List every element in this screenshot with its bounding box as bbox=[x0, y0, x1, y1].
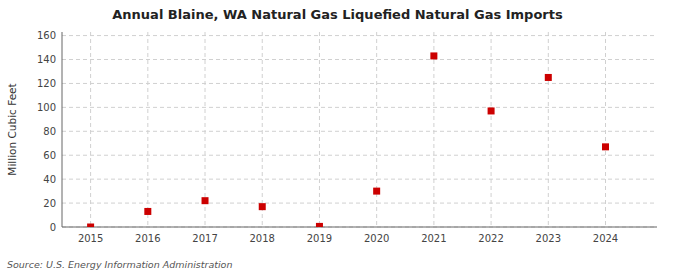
y-grid-line bbox=[62, 107, 657, 108]
x-grid-line bbox=[491, 32, 492, 227]
x-tick-label: 2021 bbox=[421, 233, 446, 244]
x-tick-label: 2018 bbox=[250, 233, 275, 244]
y-tick-label: 120 bbox=[37, 78, 56, 89]
points bbox=[87, 52, 609, 227]
y-tick-label: 160 bbox=[37, 30, 56, 41]
point bbox=[316, 223, 323, 227]
x-grid-line bbox=[262, 32, 263, 227]
point bbox=[202, 197, 209, 204]
y-tick-label: 100 bbox=[37, 102, 56, 113]
y-grid-line bbox=[62, 83, 657, 84]
x-tick-label: 2022 bbox=[478, 233, 503, 244]
chart: Annual Blaine, WA Natural Gas Liquefied … bbox=[0, 0, 675, 275]
source-note: Source: U.S. Energy Information Administ… bbox=[7, 259, 232, 270]
point bbox=[488, 107, 495, 114]
y-axis-label: Million Cubic Feet bbox=[6, 83, 18, 175]
y-tick-label: 60 bbox=[43, 150, 56, 161]
y-tick-label: 40 bbox=[43, 174, 56, 185]
x-tick-label: 2023 bbox=[536, 233, 561, 244]
y-tick-label: 80 bbox=[43, 126, 56, 137]
x-tick-label: 2017 bbox=[192, 233, 217, 244]
y-tick-label: 140 bbox=[37, 54, 56, 65]
x-tick-label: 2016 bbox=[135, 233, 160, 244]
title: Annual Blaine, WA Natural Gas Liquefied … bbox=[112, 7, 563, 22]
y-grid-line bbox=[62, 179, 657, 180]
point bbox=[602, 143, 609, 150]
grid bbox=[62, 32, 657, 227]
x-grid-line bbox=[147, 32, 148, 227]
point bbox=[87, 224, 94, 228]
x-grid-line bbox=[433, 32, 434, 227]
x-grid-line bbox=[605, 32, 606, 227]
y-grid-line bbox=[62, 203, 657, 204]
y-axis-line bbox=[62, 32, 63, 227]
y-grid-line bbox=[62, 35, 657, 36]
point bbox=[144, 208, 151, 215]
x-grid-line bbox=[319, 32, 320, 227]
y-grid-line bbox=[62, 155, 657, 156]
x-grid-line bbox=[548, 32, 549, 227]
point bbox=[545, 74, 552, 81]
y-grid-line bbox=[62, 227, 657, 228]
x-axis-line bbox=[62, 227, 657, 228]
point bbox=[373, 188, 380, 195]
y-grid-line bbox=[62, 131, 657, 132]
y-tick-label: 20 bbox=[43, 198, 56, 209]
x-tick-label: 2020 bbox=[364, 233, 389, 244]
point bbox=[259, 203, 266, 210]
x-tick-label: 2015 bbox=[78, 233, 103, 244]
x-tick-label: 2024 bbox=[593, 233, 618, 244]
x-grid-line bbox=[376, 32, 377, 227]
point bbox=[430, 52, 437, 59]
y-tick-label: 0 bbox=[50, 222, 56, 233]
x-grid-line bbox=[90, 32, 91, 227]
x-tick-label: 2019 bbox=[307, 233, 332, 244]
y-grid-line bbox=[62, 59, 657, 60]
